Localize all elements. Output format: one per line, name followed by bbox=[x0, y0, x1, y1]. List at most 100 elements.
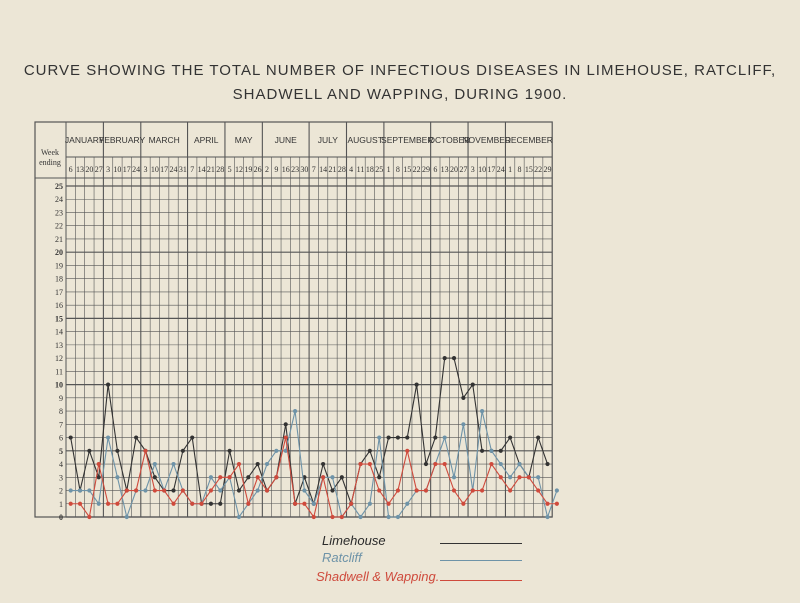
data-point-shadwell-wapping bbox=[134, 488, 139, 493]
y-tick-label: 0 bbox=[59, 513, 63, 522]
data-point-limehouse bbox=[87, 448, 92, 453]
month-label: MARCH bbox=[149, 135, 180, 145]
y-tick-label: 8 bbox=[59, 407, 63, 416]
month-label: OCTOBER bbox=[428, 135, 470, 145]
data-point-shadwell-wapping bbox=[545, 501, 550, 506]
data-point-ratcliff bbox=[554, 488, 559, 493]
y-tick-label: 17 bbox=[55, 288, 63, 297]
data-point-shadwell-wapping bbox=[442, 461, 447, 467]
data-point-ratcliff bbox=[96, 501, 101, 506]
legend-line-ratcliff bbox=[440, 560, 522, 561]
y-tick-label: 24 bbox=[55, 195, 63, 204]
month-label: DECEMBER bbox=[505, 135, 553, 145]
week-tick-label: 17 bbox=[160, 165, 168, 174]
data-point-shadwell-wapping bbox=[433, 461, 438, 467]
data-point-shadwell-wapping bbox=[171, 501, 176, 506]
data-point-ratcliff bbox=[386, 514, 391, 520]
data-point-limehouse bbox=[395, 435, 401, 440]
y-tick-label: 4 bbox=[59, 460, 63, 469]
data-point-shadwell-wapping bbox=[526, 475, 531, 480]
month-label: APRIL bbox=[194, 135, 219, 145]
data-point-ratcliff bbox=[442, 435, 447, 440]
y-tick-label: 3 bbox=[59, 473, 63, 482]
data-point-shadwell-wapping bbox=[377, 488, 382, 493]
y-tick-label: 6 bbox=[59, 434, 63, 443]
data-point-ratcliff bbox=[292, 408, 298, 414]
y-tick-label: 20 bbox=[55, 248, 63, 257]
data-point-limehouse bbox=[115, 448, 120, 453]
week-tick-label: 22 bbox=[534, 165, 542, 174]
week-tick-label: 8 bbox=[396, 165, 400, 174]
month-label: FEBRUARY bbox=[99, 135, 145, 145]
data-point-limehouse bbox=[470, 382, 475, 387]
data-point-shadwell-wapping bbox=[77, 501, 83, 506]
data-point-ratcliff bbox=[377, 435, 382, 440]
week-tick-label: 24 bbox=[170, 165, 178, 174]
week-tick-label: 15 bbox=[525, 165, 533, 174]
data-point-limehouse bbox=[218, 501, 223, 506]
data-point-limehouse bbox=[105, 382, 111, 387]
data-point-limehouse bbox=[208, 501, 214, 506]
data-point-limehouse bbox=[171, 488, 176, 493]
data-point-shadwell-wapping bbox=[461, 501, 466, 506]
data-point-limehouse bbox=[339, 475, 344, 480]
week-tick-label: 5 bbox=[228, 165, 232, 174]
data-point-ratcliff bbox=[115, 475, 120, 480]
data-point-limehouse bbox=[451, 356, 457, 361]
data-point-shadwell-wapping bbox=[180, 488, 185, 493]
data-point-ratcliff bbox=[208, 475, 214, 480]
data-point-ratcliff bbox=[536, 475, 541, 480]
data-point-ratcliff bbox=[517, 461, 522, 467]
data-point-limehouse bbox=[433, 435, 438, 440]
week-tick-label: 20 bbox=[450, 165, 458, 174]
series-line-limehouse bbox=[70, 357, 549, 506]
y-tick-label: 7 bbox=[59, 420, 63, 429]
week-tick-label: 27 bbox=[95, 165, 103, 174]
data-point-ratcliff bbox=[498, 461, 503, 467]
data-point-ratcliff bbox=[124, 514, 129, 520]
week-tick-label: 20 bbox=[85, 165, 93, 174]
data-point-limehouse bbox=[236, 488, 242, 493]
y-tick-label: 18 bbox=[55, 275, 63, 284]
data-point-limehouse bbox=[377, 475, 382, 480]
week-ending-label: Week bbox=[41, 148, 59, 157]
data-point-limehouse bbox=[152, 475, 157, 480]
data-point-shadwell-wapping bbox=[68, 501, 73, 506]
y-tick-label: 15 bbox=[55, 314, 63, 323]
week-tick-label: 16 bbox=[282, 165, 290, 174]
week-tick-label: 24 bbox=[497, 165, 505, 174]
data-point-shadwell-wapping bbox=[423, 488, 429, 493]
week-tick-label: 3 bbox=[106, 165, 110, 174]
week-tick-label: 27 bbox=[459, 165, 467, 174]
legend-label-ratcliff: Ratcliff bbox=[322, 550, 362, 565]
data-point-ratcliff bbox=[143, 488, 148, 493]
data-point-shadwell-wapping bbox=[367, 461, 372, 467]
data-point-shadwell-wapping bbox=[339, 514, 344, 520]
month-label: NOVEMBER bbox=[462, 135, 511, 145]
data-point-ratcliff bbox=[358, 514, 363, 520]
data-point-shadwell-wapping bbox=[489, 461, 494, 467]
data-point-shadwell-wapping bbox=[498, 475, 503, 480]
legend-line-limehouse bbox=[440, 543, 522, 544]
legend-label-limehouse: Limehouse bbox=[322, 533, 386, 548]
data-point-limehouse bbox=[508, 435, 513, 440]
data-point-ratcliff bbox=[405, 501, 410, 506]
week-tick-label: 21 bbox=[328, 165, 336, 174]
data-point-ratcliff bbox=[87, 488, 92, 493]
data-point-ratcliff bbox=[218, 488, 223, 493]
data-point-ratcliff bbox=[479, 408, 485, 414]
data-point-shadwell-wapping bbox=[105, 501, 111, 506]
week-tick-label: 14 bbox=[319, 165, 327, 174]
data-point-limehouse bbox=[283, 422, 288, 427]
week-tick-label: 18 bbox=[366, 165, 374, 174]
data-point-limehouse bbox=[180, 448, 185, 453]
week-tick-label: 12 bbox=[235, 165, 243, 174]
month-label: AUGUST bbox=[347, 135, 382, 145]
y-tick-label: 21 bbox=[55, 235, 63, 244]
data-point-shadwell-wapping bbox=[255, 475, 260, 480]
data-point-limehouse bbox=[479, 448, 485, 453]
month-label: SEPTEMBER bbox=[381, 135, 433, 145]
week-tick-label: 24 bbox=[132, 165, 140, 174]
data-point-limehouse bbox=[423, 461, 429, 467]
data-point-shadwell-wapping bbox=[274, 475, 279, 480]
